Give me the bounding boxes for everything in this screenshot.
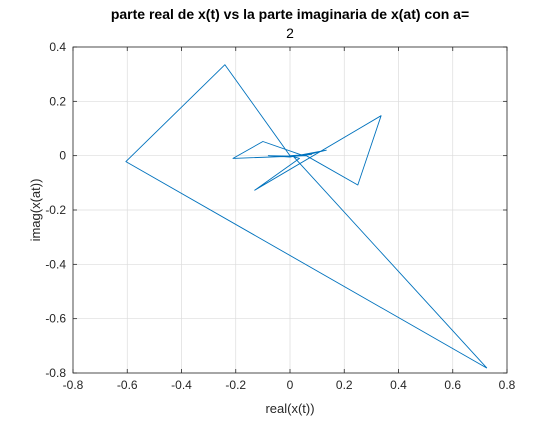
y-tick-label: -0.2 bbox=[45, 203, 66, 217]
axis-ticks bbox=[72, 46, 508, 374]
chart-title-line2: 2 bbox=[286, 25, 294, 41]
x-tick-label: -0.2 bbox=[225, 378, 246, 392]
y-tick-label: 0.2 bbox=[49, 94, 66, 108]
x-tick-label: -0.8 bbox=[63, 378, 84, 392]
y-tick-label: -0.6 bbox=[45, 312, 66, 326]
x-tick-label: -0.6 bbox=[117, 378, 138, 392]
y-tick-label: 0 bbox=[59, 149, 66, 163]
series-line bbox=[125, 64, 488, 369]
x-tick-label: 0.8 bbox=[499, 378, 516, 392]
x-tick-label: 0.6 bbox=[444, 378, 461, 392]
y-tick-label: -0.4 bbox=[45, 257, 66, 271]
y-tick-label: -0.8 bbox=[45, 366, 66, 380]
x-tick-label: 0.2 bbox=[336, 378, 353, 392]
chart-title-line1: parte real de x(t) vs la parte imaginari… bbox=[111, 6, 469, 22]
x-axis-label: real(x(t)) bbox=[265, 401, 314, 416]
x-tick-label: -0.4 bbox=[171, 378, 192, 392]
grid bbox=[72, 46, 508, 374]
y-tick-label: 0.4 bbox=[49, 40, 66, 54]
series-layer bbox=[125, 64, 488, 369]
axis-tick-labels: -0.8 -0.6 -0.4 -0.2 0 0.2 0.4 0.6 0.8 -0.8 -0.6 -0.… bbox=[45, 40, 515, 392]
y-axis-label: imag(x(at)) bbox=[28, 179, 43, 242]
x-tick-label: 0 bbox=[287, 378, 294, 392]
x-tick-label: 0.4 bbox=[390, 378, 407, 392]
